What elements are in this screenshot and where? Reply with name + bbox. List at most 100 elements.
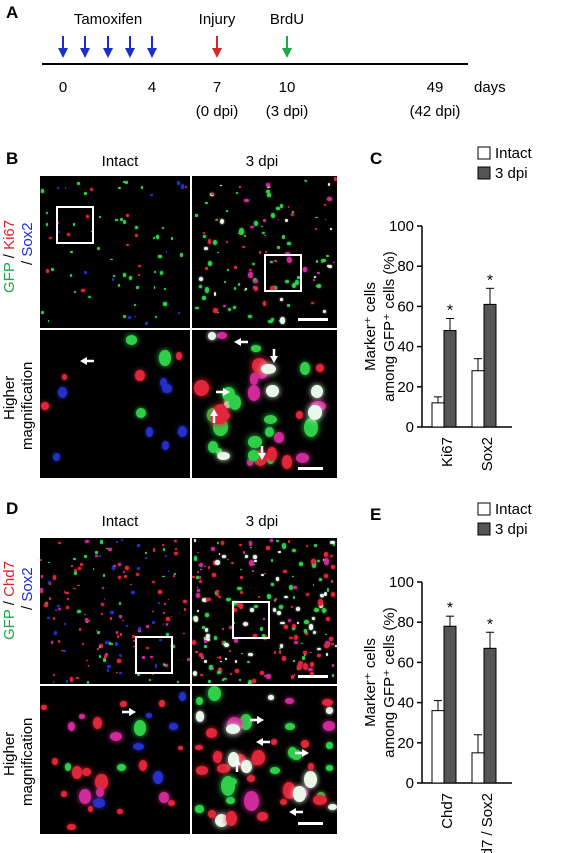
cell-signal xyxy=(326,587,330,592)
cell-signal xyxy=(73,223,75,226)
magnification-label-b: magnification xyxy=(19,361,36,450)
cell-signal xyxy=(312,584,315,587)
cell-signal xyxy=(262,219,266,222)
cell-signal xyxy=(313,275,316,278)
cell-signal xyxy=(125,624,129,627)
cell-signal xyxy=(330,554,334,557)
cell-signal xyxy=(213,636,218,640)
cell-signal xyxy=(263,414,278,425)
cell-signal xyxy=(225,210,229,212)
cell-signal xyxy=(110,611,114,615)
cell-signal xyxy=(57,604,61,607)
cell-signal xyxy=(267,446,278,461)
cell-signal xyxy=(328,803,337,810)
cell-signal xyxy=(196,586,199,588)
cell-signal xyxy=(218,668,223,673)
cell-signal xyxy=(196,697,204,706)
cell-signal xyxy=(115,642,118,646)
cell-signal xyxy=(253,286,258,291)
cell-signal xyxy=(310,384,324,399)
cell-signal xyxy=(316,285,319,287)
cell-signal xyxy=(310,558,316,564)
cell-signal xyxy=(231,562,234,564)
cell-signal xyxy=(153,286,156,289)
cell-signal xyxy=(122,620,125,622)
cell-signal xyxy=(108,642,112,645)
cell-signal xyxy=(248,652,253,656)
cell-signal xyxy=(134,304,137,307)
cell-signal xyxy=(316,283,322,289)
cell-signal xyxy=(280,317,285,324)
cell-signal xyxy=(315,260,319,263)
cell-signal xyxy=(132,634,135,638)
cell-signal xyxy=(178,613,181,615)
cell-signal xyxy=(217,312,219,314)
cell-signal xyxy=(211,547,215,552)
cell-signal xyxy=(203,659,207,664)
cell-signal xyxy=(77,182,80,185)
cell-signal xyxy=(309,672,314,677)
cell-signal xyxy=(198,276,204,282)
cell-signal xyxy=(303,179,306,182)
y-tick-label: 20 xyxy=(397,379,414,396)
cell-signal xyxy=(335,645,337,648)
sub-42dpi: (42 dpi) xyxy=(409,103,461,120)
cell-signal xyxy=(234,265,237,269)
cell-signal xyxy=(207,332,216,341)
cell-signal xyxy=(234,660,238,664)
significance-star: * xyxy=(447,600,453,617)
cell-signal xyxy=(117,808,123,814)
cell-signal xyxy=(266,189,270,194)
cell-signal xyxy=(286,304,290,307)
cell-signal xyxy=(229,395,241,410)
cell-signal xyxy=(264,573,267,575)
cell-signal xyxy=(221,627,224,630)
cell-signal xyxy=(250,546,252,549)
cell-signal xyxy=(323,558,329,565)
cell-signal xyxy=(279,298,284,301)
cell-signal xyxy=(227,558,229,560)
arrow-overlay xyxy=(210,338,278,460)
cell-signal xyxy=(203,235,207,239)
cell-signal xyxy=(328,265,333,269)
cell-signal xyxy=(82,768,92,777)
cell-signal xyxy=(318,578,323,581)
cell-signal xyxy=(277,218,280,221)
cell-signal xyxy=(176,181,180,185)
bar xyxy=(483,647,497,784)
cell-signal xyxy=(49,583,51,585)
cell-signal xyxy=(122,219,126,224)
cell-signal xyxy=(294,641,298,645)
cell-signal xyxy=(120,700,127,708)
cell-signal xyxy=(162,612,165,614)
cell-signal xyxy=(184,185,188,188)
cell-signal xyxy=(237,586,243,590)
legend-label: 3 dpi xyxy=(495,521,528,538)
cell-signal xyxy=(292,596,296,599)
cell-signal xyxy=(138,627,141,631)
cell-signal xyxy=(279,799,287,806)
micrograph-d-intact-zoom xyxy=(40,686,190,834)
cell-signal xyxy=(200,656,204,660)
cell-signal xyxy=(174,552,178,556)
cell-signal xyxy=(249,560,255,566)
cell-signal xyxy=(152,580,156,583)
cell-signal xyxy=(293,635,299,641)
cell-signal xyxy=(133,639,136,643)
cell-signal xyxy=(118,284,121,287)
cell-signal xyxy=(245,288,247,290)
tick-0: 0 xyxy=(58,79,68,96)
cell-signal xyxy=(286,257,292,264)
cell-signal xyxy=(47,320,50,322)
cell-signal xyxy=(284,697,295,705)
cell-signal xyxy=(217,332,228,339)
chart-c: Marker⁺ cells among GFP⁺ cells (%) 0 20 40 60… xyxy=(362,145,533,471)
cell-signal xyxy=(124,574,128,579)
injury-label: Injury xyxy=(198,11,236,28)
cell-signal xyxy=(309,662,314,667)
cell-signal xyxy=(282,234,286,239)
zoom-box xyxy=(56,206,94,244)
cell-signal xyxy=(271,212,275,218)
cell-signal xyxy=(225,241,228,243)
cell-signal xyxy=(133,646,136,648)
